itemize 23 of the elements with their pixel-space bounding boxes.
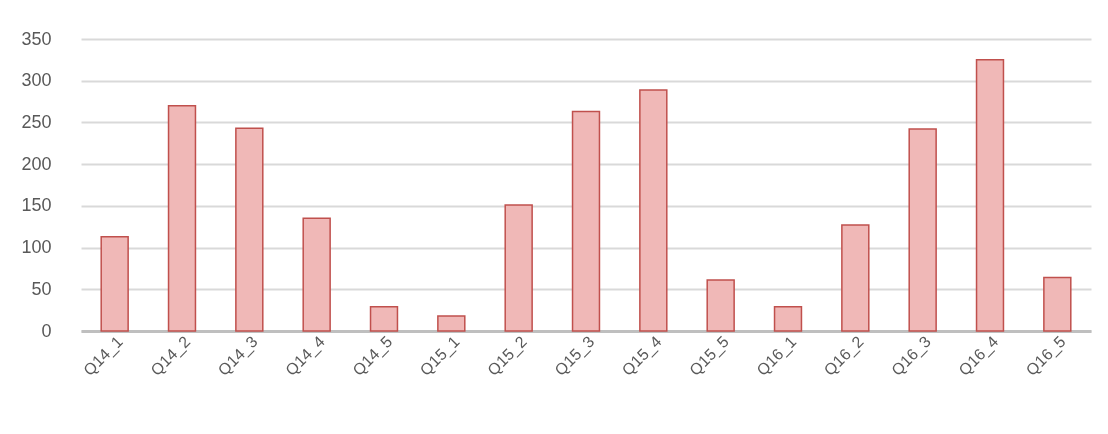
bar [908,128,937,332]
bar [302,217,331,332]
y-tick-label: 150 [21,195,52,216]
y-tick-label: 300 [21,70,52,91]
bar [504,204,533,332]
y-tick-label: 50 [31,278,52,299]
bar [975,59,1005,332]
y-tick-label: 250 [21,111,52,132]
bar [100,235,129,332]
y-tick-label: 0 [41,320,52,341]
y-tick-label: 100 [21,237,52,258]
bar [369,306,399,332]
bar [437,315,466,332]
bar [1043,276,1072,332]
bar [773,306,803,332]
y-tick-label: 200 [21,153,52,174]
bar [639,89,668,332]
bar [235,127,264,332]
bar [706,279,735,332]
bar [167,104,197,332]
bar [841,224,870,332]
y-tick-label: 350 [21,28,52,49]
bar [571,110,601,332]
